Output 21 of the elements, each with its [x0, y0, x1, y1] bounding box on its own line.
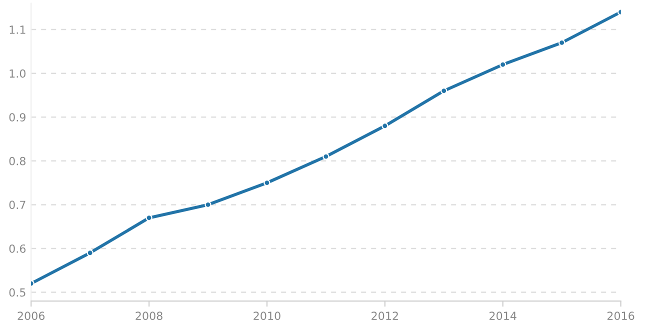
x-tick-label: 2014 — [490, 312, 516, 320]
y-tick-label: 0.6 — [9, 244, 26, 253]
y-tick-label: 0.9 — [9, 113, 26, 122]
x-tick-label: 2012 — [372, 312, 398, 320]
y-tick-label: 1.0 — [10, 69, 26, 78]
point — [558, 39, 566, 46]
x-tick-label: 2016 — [607, 312, 634, 320]
y-tick-label: 1.1 — [10, 26, 26, 34]
point — [322, 153, 330, 160]
point — [440, 88, 448, 94]
x-tick-label: 2010 — [254, 312, 280, 320]
y-tick-label: 0.7 — [9, 200, 26, 210]
x-tick-label: 2006 — [18, 312, 45, 320]
y-tick-label: 0.5 — [9, 288, 26, 297]
y-tick-label: 0.8 — [9, 156, 26, 166]
point — [264, 179, 270, 186]
point — [382, 122, 388, 130]
point — [146, 214, 152, 222]
point — [86, 250, 94, 256]
x-tick-label: 2008 — [136, 312, 162, 320]
point — [500, 61, 506, 68]
